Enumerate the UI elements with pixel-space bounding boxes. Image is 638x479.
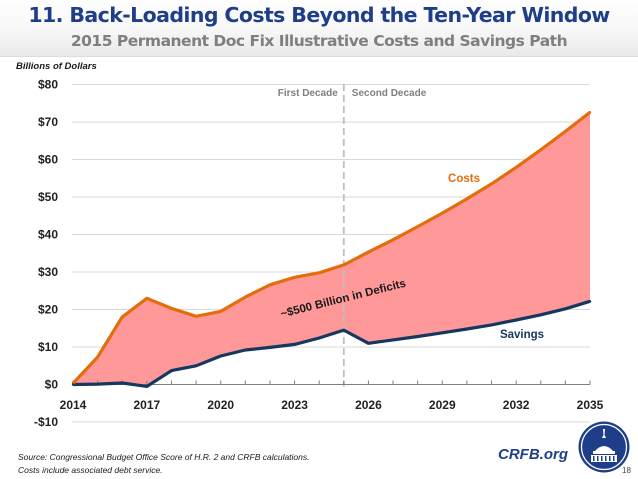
savings-point — [145, 385, 149, 388]
costs-point — [588, 111, 592, 114]
savings-point — [588, 300, 592, 303]
savings-point — [514, 318, 518, 322]
x-tick-label: 2023 — [281, 398, 308, 412]
savings-point — [391, 338, 395, 342]
savings-point — [367, 342, 370, 345]
y-tick-label: $30 — [38, 265, 58, 279]
savings-line — [72, 299, 591, 388]
y-tick-label: $0 — [45, 378, 59, 392]
costs-point — [244, 295, 247, 299]
data-points — [71, 111, 592, 388]
y-tick-label: $50 — [38, 190, 58, 204]
costs-point — [441, 211, 444, 215]
x-tick-label: 2020 — [207, 398, 234, 412]
savings-point — [121, 381, 124, 385]
y-tick-label: $40 — [38, 228, 58, 242]
costs-point — [490, 182, 493, 186]
x-tick-label: 2014 — [60, 398, 87, 412]
y-tick-label: -$10 — [34, 415, 58, 429]
x-tick-label: 2035 — [577, 398, 604, 412]
savings-point — [564, 307, 567, 310]
costs-line — [71, 111, 591, 385]
savings-point — [490, 323, 493, 327]
savings-point — [465, 327, 469, 331]
savings-series-label: Savings — [500, 329, 544, 341]
costs-point — [367, 250, 370, 254]
savings-point — [317, 336, 321, 340]
first-decade-label: First Decade — [278, 88, 338, 99]
x-tick-label: 2017 — [134, 398, 161, 412]
savings-point — [219, 354, 222, 358]
costs-point — [121, 315, 124, 319]
costs-point — [342, 263, 346, 267]
savings-point — [441, 331, 444, 334]
source-line: Source: Congressional Budget Office Scor… — [18, 452, 310, 462]
y-tick-label: $10 — [38, 340, 58, 354]
costs-point — [219, 310, 222, 313]
slide-header: 11. Back-Loading Costs Beyond the Ten-Ye… — [0, 0, 638, 57]
costs-point — [416, 225, 419, 228]
source-line-debt: Costs include associated debt service. — [18, 465, 163, 475]
savings-point — [170, 369, 173, 372]
costs-series-label: Costs — [448, 173, 480, 185]
costs-point — [317, 271, 321, 274]
savings-point — [268, 346, 272, 349]
y-tick-label: $60 — [38, 153, 58, 167]
costs-point — [539, 148, 542, 151]
source-note: Source: Congressional Budget Office Scor… — [18, 451, 310, 477]
x-tick-label: 2032 — [503, 398, 530, 412]
savings-point — [539, 313, 542, 316]
costs-point — [96, 355, 99, 359]
y-axis-units-label: Billions of Dollars — [16, 61, 97, 72]
page-number: 18 — [622, 466, 631, 475]
brand-link[interactable]: CRFB.org — [498, 446, 568, 463]
y-tick-label: $20 — [38, 303, 58, 317]
savings-point — [194, 364, 198, 367]
costs-point — [391, 238, 395, 241]
x-tick-label: 2026 — [355, 398, 382, 412]
y-tick-label: $80 — [38, 78, 58, 92]
y-axis-tick-labels: $80 $70 $60 $50 $40 $30 $20 $10 $0 -$10 — [34, 78, 58, 430]
savings-point — [96, 382, 99, 386]
costs-point — [268, 283, 272, 286]
second-decade-label: Second Decade — [352, 88, 427, 99]
x-tick-label: 2029 — [429, 398, 456, 412]
savings-point — [71, 383, 75, 386]
costs-point — [170, 307, 173, 310]
costs-point — [194, 315, 198, 318]
costs-point — [564, 130, 567, 133]
savings-point — [416, 335, 419, 338]
savings-point — [342, 328, 346, 332]
slide-subtitle: 2015 Permanent Doc Fix Illustrative Cost… — [70, 32, 568, 50]
costs-point — [145, 297, 149, 300]
costs-point — [465, 197, 469, 201]
crfb-capitol-logo-icon — [578, 421, 630, 473]
x-axis-tick-labels: 2014 2017 2020 2023 2026 2029 2032 2035 — [60, 398, 604, 412]
savings-point — [293, 343, 296, 346]
deficit-fill-area — [73, 112, 590, 387]
savings-point — [244, 348, 247, 352]
y-tick-label: $70 — [38, 115, 58, 129]
costs-point — [293, 276, 296, 279]
costs-point — [514, 166, 518, 169]
slide-title: 11. Back-Loading Costs Beyond the Ten-Ye… — [28, 3, 610, 27]
x-axis — [72, 380, 591, 385]
